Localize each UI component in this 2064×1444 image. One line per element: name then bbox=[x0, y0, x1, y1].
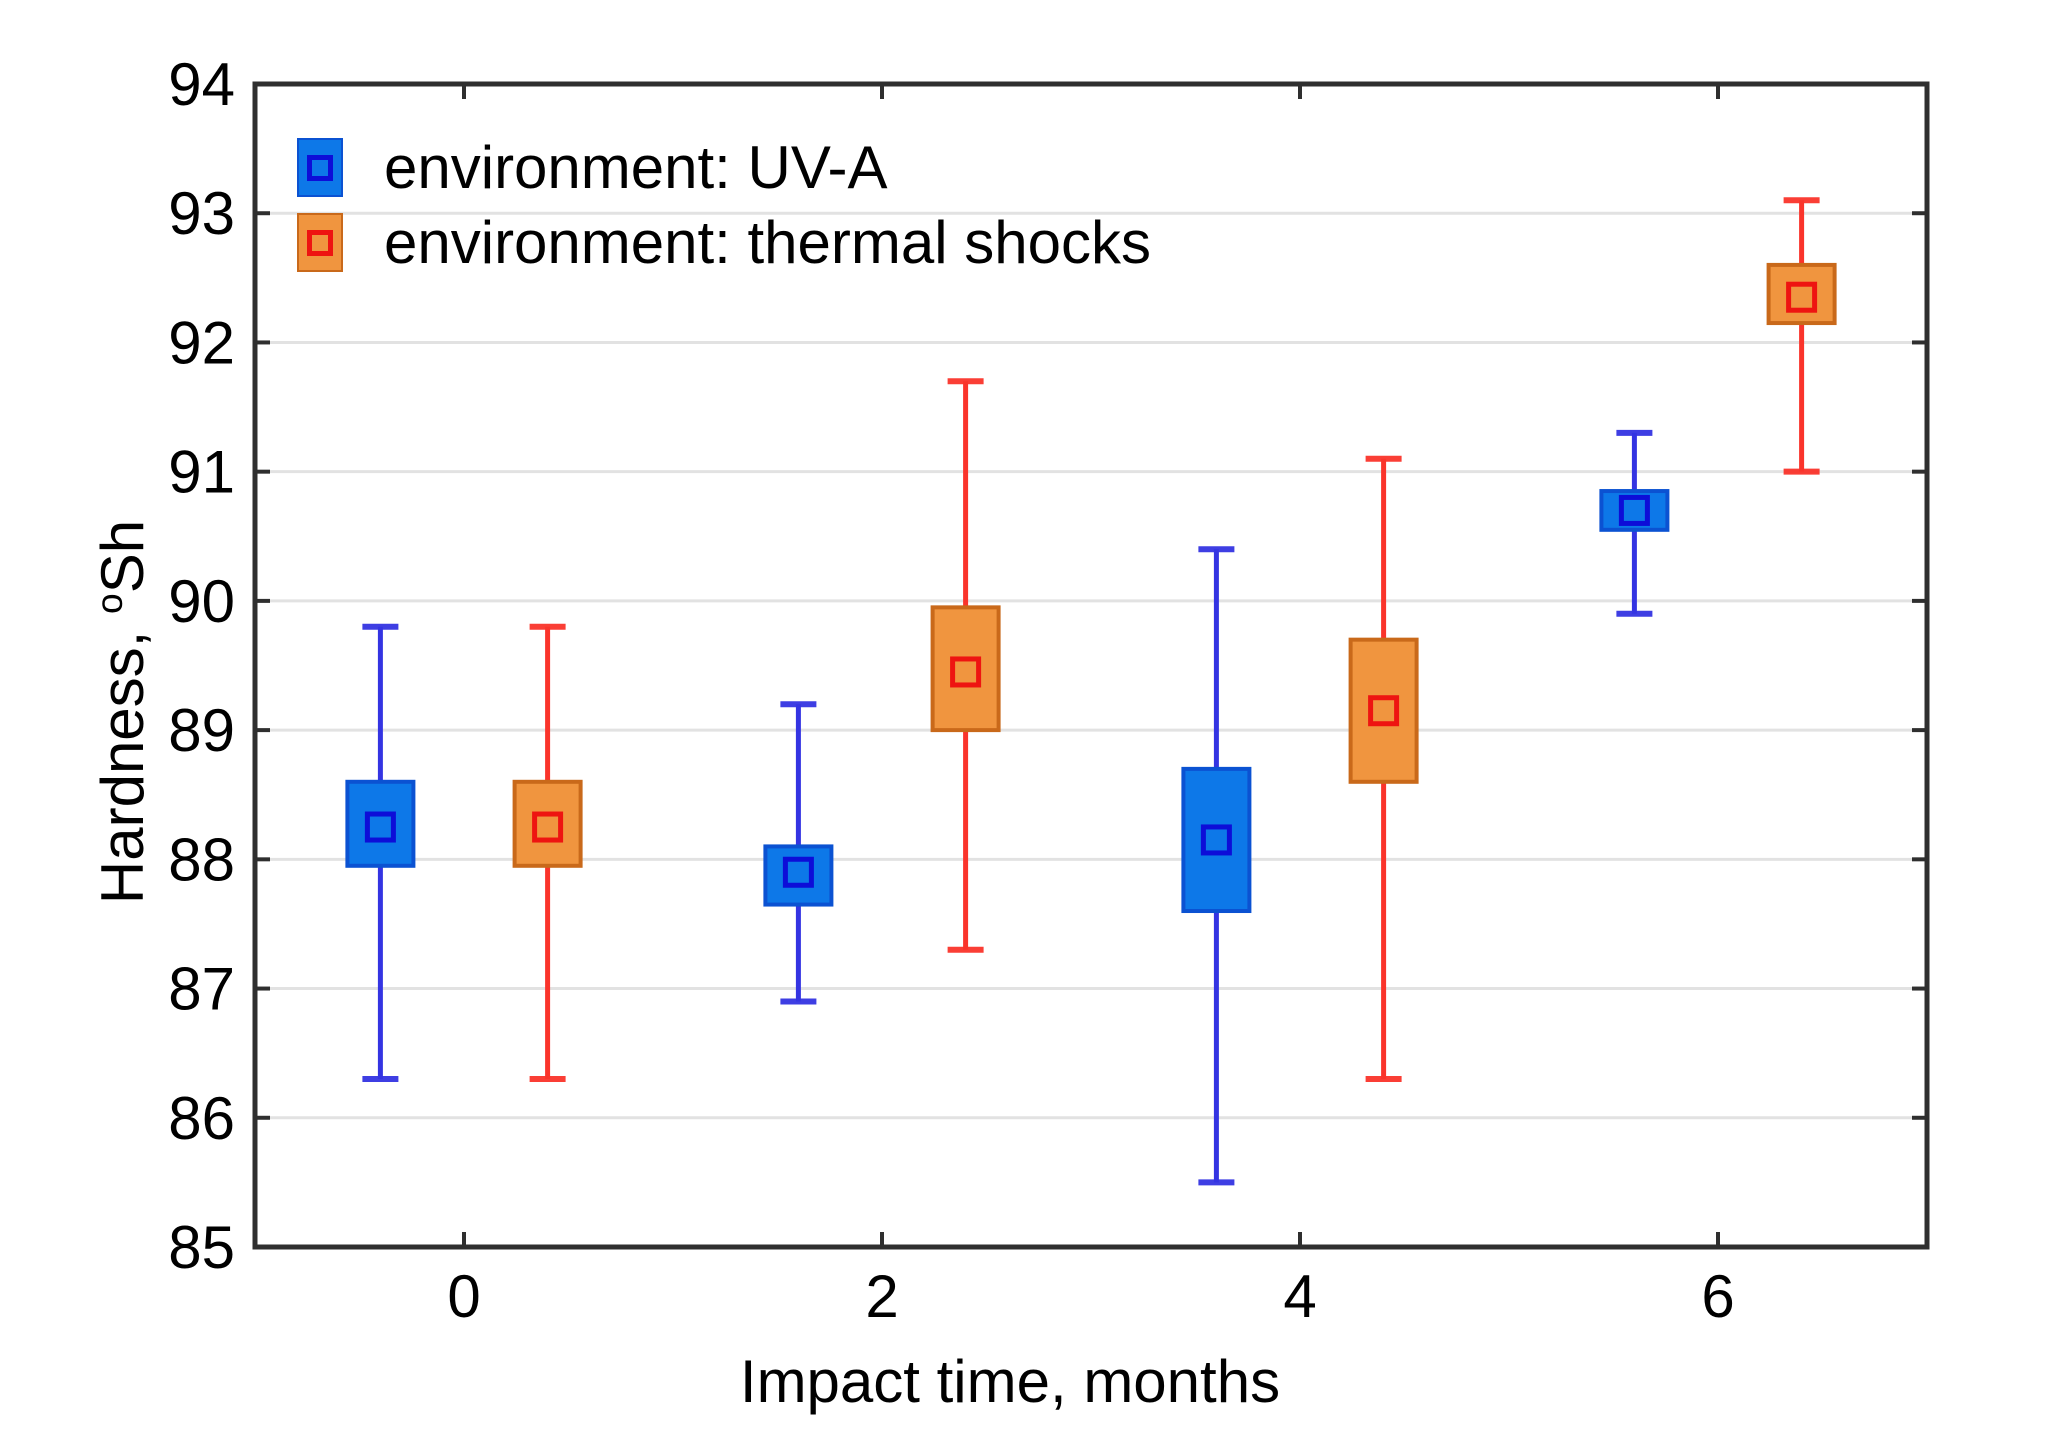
mean-marker-thermal-shocks-x6 bbox=[1786, 281, 1818, 313]
legend-mean-marker-uva-icon bbox=[307, 154, 333, 181]
y-tick-label-93: 93 bbox=[168, 180, 235, 247]
y-axis-title: Hardness, oSh bbox=[88, 520, 156, 904]
x-tick-label-2: 2 bbox=[865, 1263, 898, 1330]
legend-swatch-thermal-shocks-icon bbox=[297, 213, 343, 272]
legend-label-thermal-shocks: environment: thermal shocks bbox=[384, 208, 1151, 276]
legend-item-thermal-shocks: environment: thermal shocks bbox=[297, 208, 1151, 276]
legend-swatch-uva-icon bbox=[297, 138, 343, 197]
box-uv-a-x4 bbox=[1181, 766, 1252, 914]
box-thermal-shocks-x0 bbox=[512, 779, 583, 868]
y-tick-label-89: 89 bbox=[168, 697, 235, 764]
mean-marker-uv-a-x4 bbox=[1200, 824, 1232, 856]
mean-marker-thermal-shocks-x2 bbox=[950, 656, 982, 688]
box-uv-a-x0 bbox=[345, 779, 416, 868]
x-tick-label-6: 6 bbox=[1701, 1263, 1734, 1330]
x-tick-label-4: 4 bbox=[1283, 1263, 1316, 1330]
mean-marker-thermal-shocks-x4 bbox=[1368, 695, 1400, 727]
mean-marker-uv-a-x2 bbox=[782, 856, 814, 888]
y-tick-label-88: 88 bbox=[168, 826, 235, 893]
legend-mean-marker-thermal-shocks-icon bbox=[307, 229, 333, 256]
y-axis-title-prefix: Hardness, bbox=[89, 613, 156, 905]
box-uv-a-x2 bbox=[763, 844, 834, 907]
x-tick-label-0: 0 bbox=[447, 1263, 480, 1330]
mean-marker-uv-a-x0 bbox=[364, 811, 396, 843]
y-tick-label-92: 92 bbox=[168, 309, 235, 376]
y-tick-label-94: 94 bbox=[168, 51, 235, 118]
box-thermal-shocks-x6 bbox=[1766, 262, 1837, 326]
legend: environment: UV-A environment: thermal s… bbox=[297, 133, 1151, 288]
mean-marker-thermal-shocks-x0 bbox=[532, 811, 564, 843]
y-tick-label-86: 86 bbox=[168, 1085, 235, 1152]
plot-frame bbox=[252, 81, 1930, 1250]
y-tick-label-91: 91 bbox=[168, 439, 235, 506]
x-axis-title: Impact time, months bbox=[739, 1348, 1281, 1415]
y-axis-title-suffix: Sh bbox=[89, 519, 156, 594]
box-thermal-shocks-x4 bbox=[1348, 637, 1419, 784]
box-thermal-shocks-x2 bbox=[930, 605, 1001, 733]
y-tick-label-87: 87 bbox=[168, 956, 235, 1023]
y-axis-title-superscript: o bbox=[88, 593, 130, 614]
y-tick-label-90: 90 bbox=[168, 568, 235, 635]
legend-item-uva: environment: UV-A bbox=[297, 133, 1151, 201]
mean-marker-uv-a-x6 bbox=[1618, 494, 1650, 526]
y-tick-label-85: 85 bbox=[168, 1214, 235, 1281]
legend-label-uva: environment: UV-A bbox=[384, 133, 888, 201]
